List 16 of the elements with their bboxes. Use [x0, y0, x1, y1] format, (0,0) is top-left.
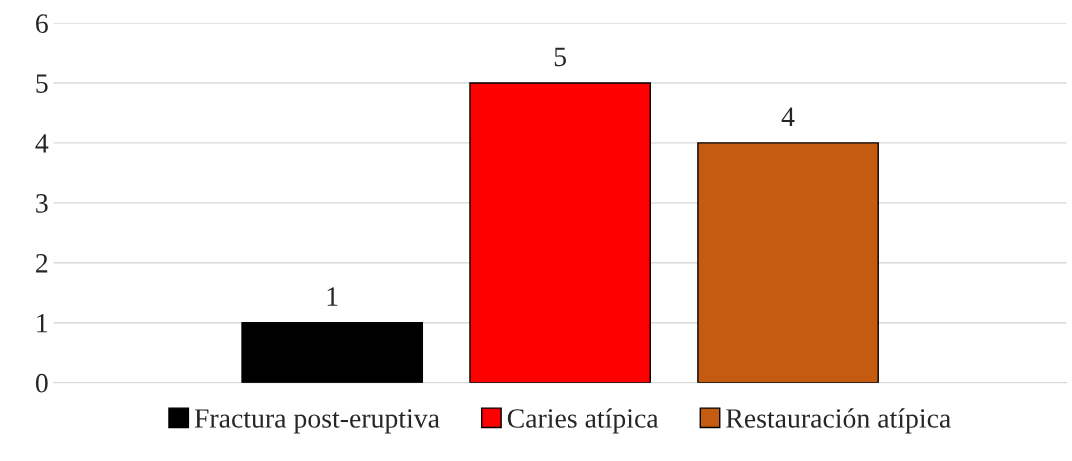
bar [469, 82, 651, 383]
y-tick-label: 3 [36, 194, 48, 213]
data-label: 1 [327, 287, 338, 306]
data-label: 4 [781, 107, 795, 126]
bar [697, 142, 879, 383]
y-tick-label: 1 [37, 314, 48, 333]
y-tick-label: 0 [35, 373, 48, 393]
y-tick-label: 5 [36, 74, 48, 93]
legend-label: Restauración atípica [726, 408, 951, 434]
bar [241, 322, 424, 383]
y-tick-label: 2 [36, 254, 48, 273]
y-tick-label: 6 [36, 14, 48, 33]
y-tick-label: 4 [35, 134, 49, 153]
data-label: 5 [554, 47, 566, 67]
legend-label: Fractura post-eruptiva [194, 409, 440, 434]
legend-label: Caries atípica [507, 408, 659, 434]
